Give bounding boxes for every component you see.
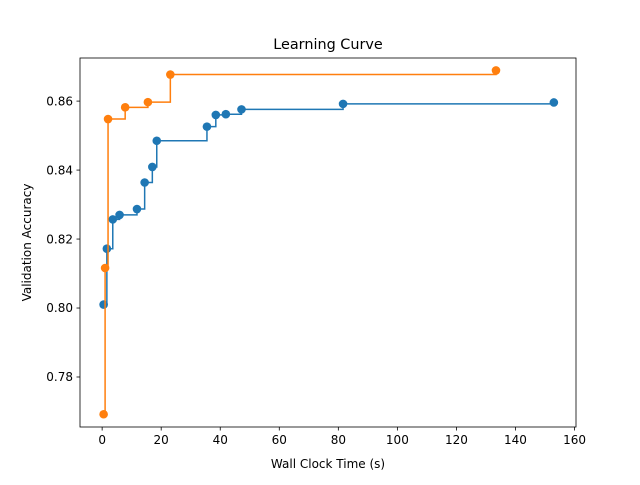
- y-tick-label: 0.80: [46, 301, 73, 315]
- x-tick-label: 60: [272, 433, 287, 447]
- x-tick-label: 80: [331, 433, 346, 447]
- series-1-point: [102, 244, 112, 254]
- y-tick-label: 0.84: [46, 163, 73, 177]
- series-1-point: [148, 162, 157, 172]
- series-2-point: [100, 263, 110, 273]
- y-axis-ticks: 0.78 0.80 0.82 0.84 0.86: [46, 94, 80, 384]
- series-1-point: [549, 98, 559, 107]
- y-tick-label: 0.82: [46, 232, 73, 246]
- series-layer: [99, 66, 559, 419]
- series-2-point: [103, 114, 113, 124]
- x-tick-label: 20: [154, 433, 169, 447]
- series-2-point: [120, 103, 130, 112]
- x-tick-label: 120: [445, 433, 468, 447]
- chart-title: Learning Curve: [273, 37, 383, 53]
- series-2-point: [491, 66, 501, 75]
- x-tick-label: 0: [98, 433, 106, 447]
- x-axis-label: Wall Clock Time (s): [271, 457, 385, 471]
- y-tick-label: 0.86: [46, 94, 73, 108]
- plot-area: [80, 58, 576, 427]
- x-tick-label: 160: [563, 433, 586, 447]
- x-tick-label: 140: [504, 433, 527, 447]
- y-tick-label: 0.78: [46, 370, 73, 384]
- series-1-point: [237, 105, 246, 114]
- series-1-point: [211, 110, 221, 120]
- series-2-point: [99, 409, 108, 419]
- series-1-point: [99, 300, 108, 309]
- plot-frame: [79, 57, 577, 428]
- y-axis-label: Validation Accuracy: [20, 184, 34, 302]
- x-tick-label: 100: [386, 433, 409, 447]
- series-1-point: [338, 99, 348, 109]
- series-1-point: [152, 136, 162, 146]
- series-1: [99, 98, 559, 309]
- series-2: [99, 66, 501, 419]
- series-2-point: [143, 97, 153, 107]
- x-axis-ticks: 0 20 40 60 80 100 120 140 160: [98, 427, 586, 447]
- series-1-point: [115, 210, 124, 220]
- series-1-point: [140, 178, 149, 187]
- series-1-point: [221, 109, 231, 119]
- series-1-point: [108, 215, 118, 224]
- series-1-point: [202, 122, 212, 131]
- series-1-point: [132, 204, 142, 214]
- x-tick-label: 40: [213, 433, 228, 447]
- series-2-point: [166, 70, 175, 79]
